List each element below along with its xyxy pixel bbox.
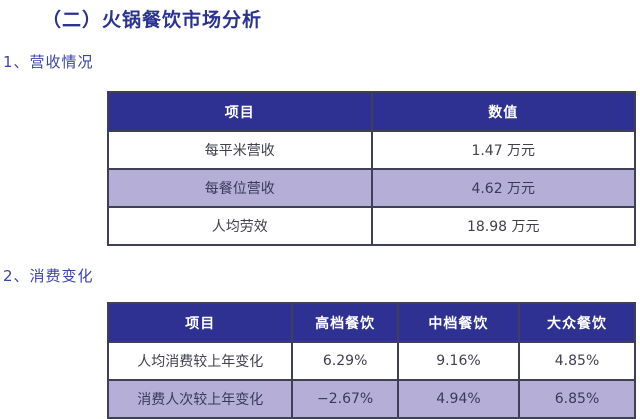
revenue-table: 项目 数值 每平米营收 1.47 万元 每餐位营收 4.62 万元 人均劳效 1… [107, 91, 636, 246]
table-row: 消费人次较上年变化 −2.67% 4.94% 6.85% [106, 379, 636, 419]
table-cell: 4.62 万元 [370, 168, 636, 208]
revenue-table-header-row: 项目 数值 [107, 91, 636, 132]
table-cell: 人均劳效 [107, 206, 373, 246]
page-title: （二）火锅餐饮市场分析 [42, 9, 263, 31]
table-cell: 6.85% [518, 379, 636, 419]
consumption-header-item: 项目 [106, 302, 294, 343]
revenue-header-item: 项目 [107, 91, 373, 132]
table-cell: 每餐位营收 [107, 168, 373, 208]
table-cell: 人均消费较上年变化 [106, 341, 294, 381]
section-heading-consumption: 2、消费变化 [3, 267, 94, 285]
revenue-header-value: 数值 [370, 91, 636, 132]
consumption-header-highend: 高档餐饮 [291, 302, 399, 343]
consumption-header-midrange: 中档餐饮 [396, 302, 521, 343]
table-cell: 9.16% [396, 341, 521, 381]
consumption-header-mass: 大众餐饮 [518, 302, 636, 343]
table-cell: 4.85% [518, 341, 636, 381]
table-cell: −2.67% [291, 379, 399, 419]
table-cell: 6.29% [291, 341, 399, 381]
table-row: 人均劳效 18.98 万元 [107, 206, 636, 246]
table-row: 每平米营收 1.47 万元 [107, 130, 636, 170]
table-cell: 每平米营收 [107, 130, 373, 170]
table-row: 每餐位营收 4.62 万元 [107, 168, 636, 208]
table-cell: 18.98 万元 [370, 206, 636, 246]
table-cell: 4.94% [396, 379, 521, 419]
table-row: 人均消费较上年变化 6.29% 9.16% 4.85% [106, 341, 636, 381]
table-cell: 消费人次较上年变化 [106, 379, 294, 419]
section-heading-revenue: 1、营收情况 [3, 53, 94, 71]
table-cell: 1.47 万元 [370, 130, 636, 170]
consumption-table-header-row: 项目 高档餐饮 中档餐饮 大众餐饮 [106, 302, 636, 343]
consumption-table: 项目 高档餐饮 中档餐饮 大众餐饮 人均消费较上年变化 6.29% 9.16% … [106, 302, 636, 419]
